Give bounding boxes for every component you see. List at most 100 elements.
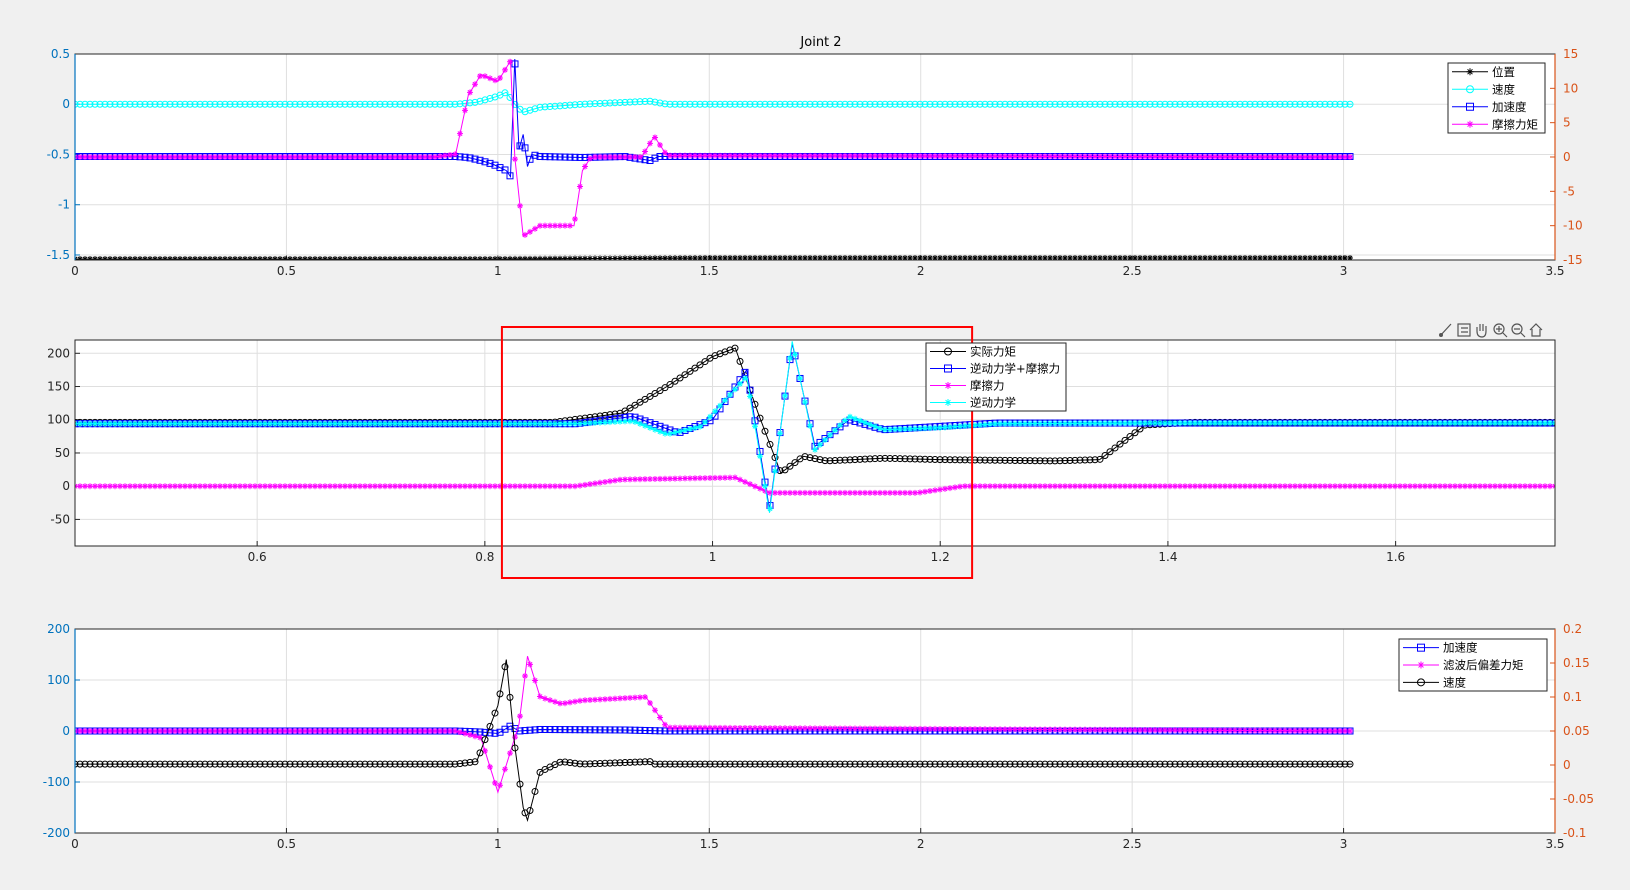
- data-point: [641, 758, 649, 766]
- y-tick-label-right: 0.1: [1563, 690, 1582, 704]
- brush-icon[interactable]: [1438, 322, 1454, 338]
- data-point: [1192, 483, 1198, 490]
- data-point: [1012, 483, 1018, 490]
- data-point: [427, 420, 433, 427]
- data-point: [1086, 760, 1094, 768]
- zoom-in-icon[interactable]: [1492, 322, 1508, 338]
- data-point: [1211, 760, 1219, 768]
- home-icon[interactable]: [1528, 322, 1544, 338]
- data-point: [1186, 100, 1194, 108]
- data-point: [127, 483, 133, 490]
- data-point: [1157, 254, 1163, 260]
- data-point: [392, 483, 398, 490]
- highlight-box: [500, 326, 974, 579]
- data-point: [632, 255, 638, 260]
- data-point: [1137, 254, 1143, 260]
- data-point: [1377, 483, 1383, 490]
- data-point: [1512, 483, 1518, 490]
- data-point: [322, 154, 328, 160]
- data-point: [797, 152, 803, 159]
- data-point: [797, 489, 803, 496]
- data-point: [182, 483, 188, 490]
- data-point: [292, 255, 298, 260]
- data-point: [487, 483, 493, 490]
- data-point: [1137, 420, 1143, 427]
- data-point: [806, 100, 814, 108]
- data-point: [977, 421, 983, 428]
- data-point: [422, 728, 428, 734]
- pan-icon[interactable]: [1474, 322, 1490, 338]
- y-tick-label-right: -15: [1563, 253, 1583, 267]
- data-point: [557, 483, 563, 490]
- data-point: [892, 254, 898, 260]
- data-point: [1011, 760, 1019, 768]
- data-point: [92, 255, 98, 260]
- data-point: [932, 487, 938, 494]
- data-point: [627, 476, 633, 483]
- data-point: [887, 426, 893, 433]
- data-point: [312, 154, 318, 160]
- data-point: [112, 420, 118, 427]
- data-point: [737, 152, 743, 159]
- data-point: [586, 100, 594, 108]
- data-point: [1116, 760, 1124, 768]
- data-point: [751, 760, 759, 768]
- zoom-out-icon[interactable]: [1510, 322, 1526, 338]
- data-point: [412, 483, 418, 490]
- data-point: [237, 154, 243, 160]
- data-point: [1512, 420, 1518, 427]
- data-point: [712, 152, 718, 159]
- data-point: [307, 420, 313, 427]
- data-point: [1277, 727, 1283, 734]
- data-point: [562, 700, 568, 707]
- data-point: [1217, 254, 1223, 260]
- data-point: [462, 420, 468, 427]
- data-point: [462, 107, 468, 114]
- data-point: [291, 100, 299, 108]
- data-point: [1171, 760, 1179, 768]
- data-point: [102, 483, 108, 490]
- data-point: [177, 728, 183, 734]
- data-point: [1287, 153, 1293, 160]
- data-point: [1102, 483, 1108, 490]
- data-point: [1282, 420, 1288, 427]
- data-point: [627, 154, 633, 160]
- data-point: [847, 254, 853, 260]
- data-point: [692, 255, 698, 260]
- data-point: [1107, 420, 1113, 427]
- data-point: [1097, 483, 1103, 490]
- data-point: [122, 483, 128, 490]
- data-point: [1062, 420, 1068, 427]
- data-point: [1212, 727, 1218, 734]
- data-point: [796, 760, 804, 768]
- data-point: [1067, 254, 1073, 260]
- data-point: [1507, 420, 1513, 427]
- data-point: [1231, 100, 1239, 108]
- data-point: [1352, 483, 1358, 490]
- data-point: [602, 419, 608, 426]
- data-point: [956, 456, 964, 464]
- data-point: [661, 100, 669, 108]
- data-point: [482, 483, 488, 490]
- data-point: [1127, 483, 1133, 490]
- data-point: [737, 380, 743, 387]
- data-point: [167, 483, 173, 490]
- data-point: [971, 100, 979, 108]
- data-point: [222, 154, 228, 160]
- data-point: [1027, 254, 1033, 260]
- legend-icon[interactable]: [1456, 322, 1472, 338]
- data-point: [227, 255, 233, 260]
- data-point: [582, 420, 588, 427]
- data-point: [786, 100, 794, 108]
- data-point: [541, 103, 549, 111]
- data-point: [387, 728, 393, 734]
- data-point: [361, 760, 369, 768]
- data-point: [842, 254, 848, 260]
- data-point: [1347, 420, 1353, 427]
- data-point: [626, 404, 634, 412]
- data-point: [881, 760, 889, 768]
- data-point: [1266, 760, 1274, 768]
